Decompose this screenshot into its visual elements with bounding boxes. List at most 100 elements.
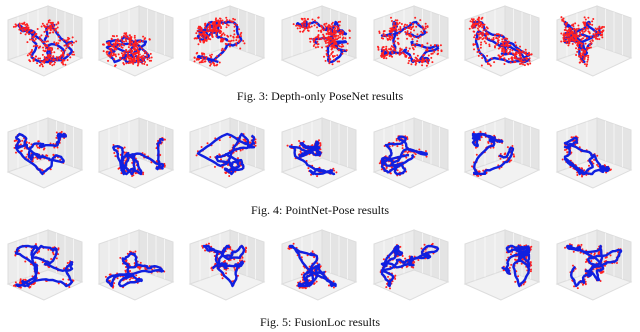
- prediction-point: [219, 62, 221, 64]
- plot-panel: [190, 230, 264, 300]
- prediction-point: [72, 36, 74, 38]
- prediction-point: [391, 20, 393, 22]
- prediction-point: [129, 34, 131, 36]
- prediction-point: [226, 19, 228, 21]
- prediction-point: [141, 63, 143, 65]
- prediction-point: [21, 140, 23, 142]
- prediction-point: [469, 28, 471, 30]
- prediction-point: [50, 50, 52, 52]
- prediction-point: [385, 54, 387, 56]
- prediction-point: [336, 26, 338, 28]
- prediction-point: [579, 53, 581, 55]
- prediction-point: [406, 34, 408, 36]
- prediction-point: [120, 39, 122, 41]
- prediction-point: [405, 157, 407, 159]
- prediction-point: [298, 25, 300, 27]
- prediction-point: [412, 25, 414, 27]
- prediction-point: [413, 261, 415, 263]
- prediction-point: [577, 287, 579, 289]
- prediction-point: [329, 40, 331, 42]
- prediction-point: [317, 43, 319, 45]
- prediction-point: [224, 49, 226, 51]
- prediction-point: [203, 58, 205, 60]
- prediction-point: [530, 246, 532, 248]
- prediction-point: [50, 22, 52, 24]
- prediction-point: [118, 53, 120, 55]
- prediction-point: [588, 31, 590, 33]
- prediction-point: [396, 145, 398, 147]
- prediction-point: [221, 49, 223, 51]
- prediction-point: [134, 35, 136, 37]
- prediction-point: [504, 38, 506, 40]
- prediction-point: [341, 53, 343, 55]
- prediction-point: [318, 30, 320, 32]
- prediction-point: [425, 28, 427, 30]
- prediction-point: [37, 147, 39, 149]
- prediction-point: [229, 136, 231, 138]
- prediction-point: [203, 55, 205, 57]
- prediction-point: [140, 61, 142, 63]
- prediction-point: [125, 58, 127, 60]
- prediction-point: [298, 140, 300, 142]
- prediction-point: [525, 53, 527, 55]
- prediction-point: [67, 59, 69, 61]
- prediction-point: [57, 32, 59, 34]
- prediction-point: [514, 61, 516, 63]
- prediction-point: [226, 26, 228, 28]
- prediction-point: [223, 38, 225, 40]
- prediction-point: [479, 51, 481, 53]
- prediction-point: [113, 54, 115, 56]
- prediction-point: [14, 254, 16, 256]
- prediction-point: [594, 30, 596, 32]
- prediction-point: [310, 38, 312, 40]
- prediction-point: [233, 30, 235, 32]
- prediction-point: [136, 42, 138, 44]
- prediction-point: [331, 25, 333, 27]
- prediction-point: [410, 31, 412, 33]
- prediction-point: [478, 38, 480, 40]
- prediction-point: [529, 63, 531, 65]
- prediction-point: [335, 43, 337, 45]
- prediction-point: [22, 23, 24, 25]
- prediction-point: [416, 40, 418, 42]
- prediction-point: [50, 29, 52, 31]
- prediction-point: [27, 54, 29, 56]
- prediction-point: [212, 23, 214, 25]
- prediction-point: [47, 249, 49, 251]
- prediction-point: [509, 44, 511, 46]
- prediction-point: [67, 43, 69, 45]
- prediction-point: [477, 27, 479, 29]
- prediction-point: [36, 62, 38, 64]
- prediction-point: [581, 39, 583, 41]
- prediction-point: [204, 25, 206, 27]
- prediction-point: [328, 57, 330, 59]
- prediction-point: [412, 266, 414, 268]
- prediction-point: [564, 23, 566, 25]
- prediction-point: [209, 29, 211, 31]
- prediction-point: [418, 60, 420, 62]
- prediction-point: [577, 43, 579, 45]
- prediction-point: [203, 33, 205, 35]
- prediction-point: [335, 32, 337, 34]
- prediction-point: [237, 157, 239, 159]
- prediction-point: [219, 17, 221, 19]
- prediction-point: [431, 61, 433, 63]
- prediction-point: [477, 18, 479, 20]
- prediction-point: [503, 63, 505, 65]
- prediction-point: [589, 23, 591, 25]
- prediction-point: [15, 23, 17, 25]
- prediction-point: [18, 29, 20, 31]
- prediction-point: [325, 60, 327, 62]
- plot-panel: [465, 6, 539, 76]
- prediction-point: [394, 275, 396, 277]
- prediction-point: [387, 276, 389, 278]
- prediction-point: [235, 44, 237, 46]
- prediction-point: [338, 31, 340, 33]
- prediction-point: [391, 30, 393, 32]
- prediction-point: [415, 26, 417, 28]
- prediction-point: [132, 58, 134, 60]
- prediction-point: [426, 156, 428, 158]
- prediction-point: [19, 23, 21, 25]
- prediction-point: [57, 42, 59, 44]
- prediction-point: [508, 58, 510, 60]
